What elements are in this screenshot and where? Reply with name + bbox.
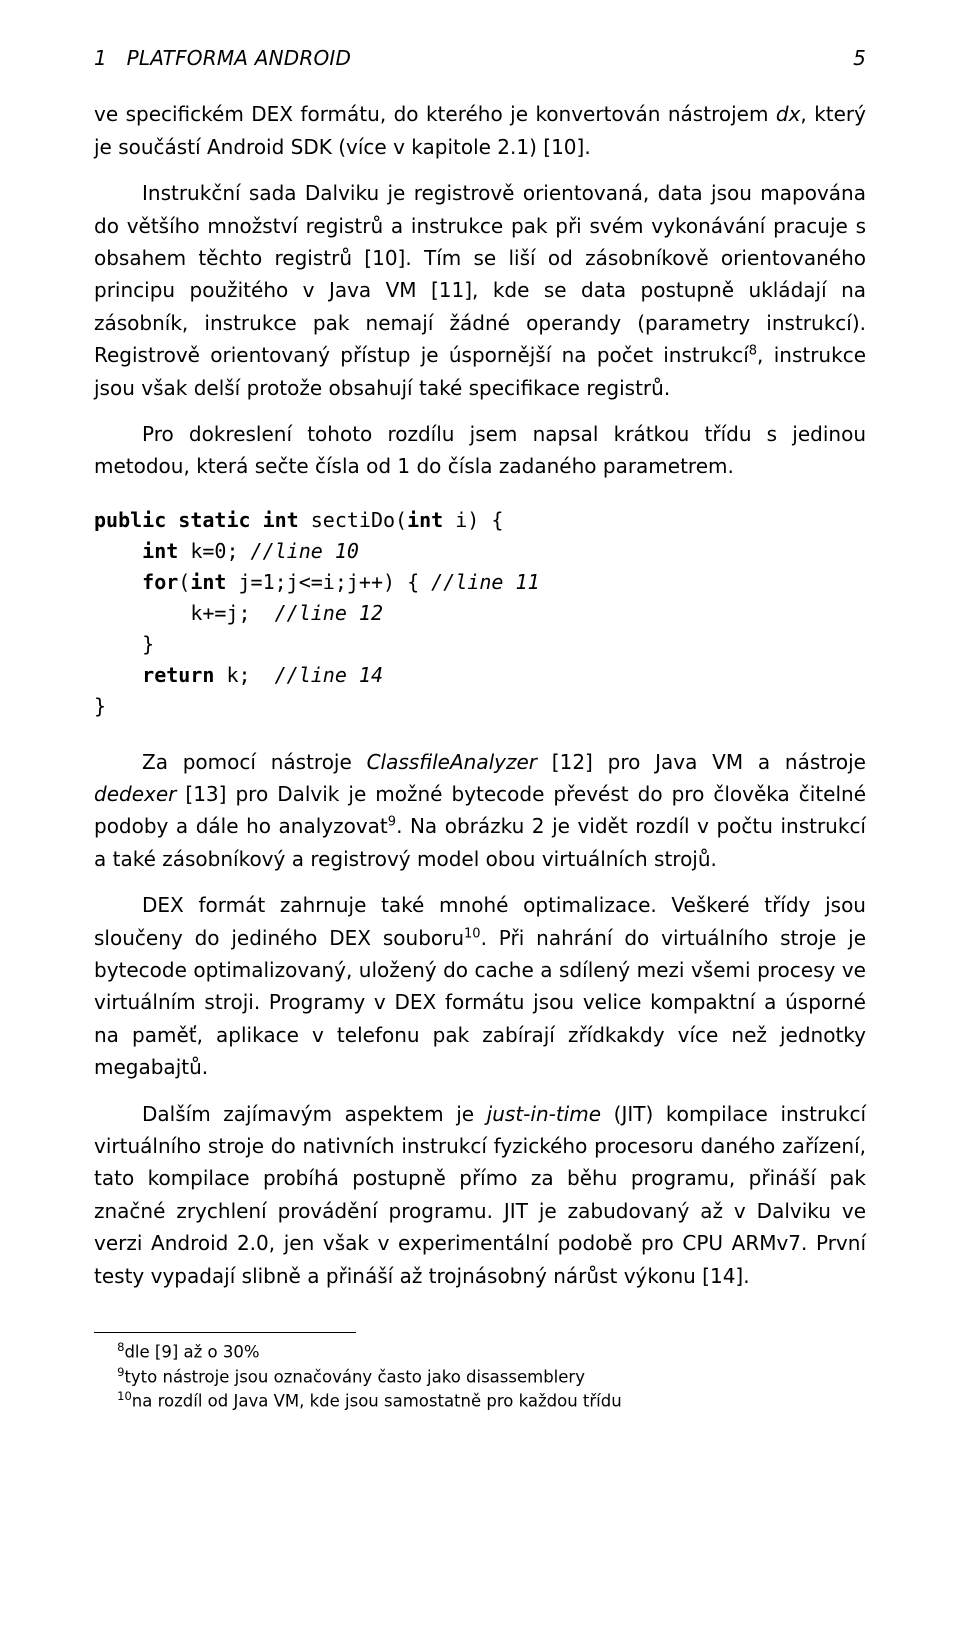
code-l7: } [94,694,106,718]
code-l3b: j=1;j<=i;j++) { [226,570,431,594]
footnote-8: 8dle [9] až o 30% [94,1339,866,1364]
paragraph-3: Za pomocí nástroje ClassfileAnalyzer [12… [94,746,866,876]
header-section-number: 1 [94,46,107,70]
paragraph-4: DEX formát zahrnuje také mnohé optimaliz… [94,889,866,1083]
header-page-number: 5 [853,42,866,74]
code-l6a: k; [214,663,274,687]
kw-int-1: int [263,508,299,532]
code-l2a: k=0; [178,539,250,563]
footnote-10-num: 10 [117,1389,132,1403]
code-listing: public static int sectiDo(int i) { int k… [94,505,866,722]
code-l5: } [94,632,154,656]
footnote-10: 10na rozdíl od Java VM, kde jsou samosta… [94,1388,866,1413]
running-header: 1 PLATFORMA ANDROID 5 [94,42,866,74]
footnote-8-text: dle [9] až o 30% [124,1342,259,1361]
kw-public: public [94,508,166,532]
kw-for: for [142,570,178,594]
footnote-ref-8: 8 [749,343,757,358]
code-l4-comment: //line 12 [275,601,383,625]
code-param: i) { [443,508,503,532]
footnote-ref-9: 9 [388,815,396,830]
paragraph-2: Pro dokreslení tohoto rozdílu jsem napsa… [94,418,866,483]
code-fn-name: sectiDo( [299,508,407,532]
p3-cfa: ClassfileAnalyzer [367,750,537,774]
kw-int-2: int [407,508,443,532]
p3-text-b: [12] pro Java VM a nástroje [537,750,866,774]
kw-int-3: int [142,539,178,563]
footnotes-block: 8dle [9] až o 30% 9tyto nástroje jsou oz… [94,1339,866,1413]
p3-dedexer: dedexer [94,782,176,806]
paragraph-0: ve specifickém DEX formátu, do kterého j… [94,98,866,163]
p0-dx: dx [776,102,801,126]
header-section: 1 PLATFORMA ANDROID [94,42,351,74]
kw-int-4: int [190,570,226,594]
footnote-10-text: na rozdíl od Java VM, kde jsou samostatn… [132,1392,622,1411]
paragraph-1: Instrukční sada Dalviku je registrově or… [94,177,866,404]
p5-text-b: (JIT) kompilace instrukcí virtuálního st… [94,1102,866,1288]
p3-text-a: Za pomocí nástroje [142,750,367,774]
footnote-divider [94,1332,356,1333]
code-l4a: k+=j; [94,601,275,625]
code-l3a: ( [178,570,190,594]
p0-text-a: ve specifickém DEX formátu, do kterého j… [94,102,776,126]
p1-text-a: Instrukční sada Dalviku je registrově or… [94,181,866,367]
p5-text-a: Dalším zajímavým aspektem je [142,1102,487,1126]
code-l3-comment: //line 11 [431,570,539,594]
code-l2-comment: //line 10 [251,539,359,563]
p5-jit: just-in-time [487,1102,601,1126]
header-section-title: PLATFORMA ANDROID [127,46,351,70]
kw-static: static [178,508,250,532]
footnote-ref-10: 10 [464,926,481,941]
code-l6-comment: //line 14 [275,663,383,687]
kw-return: return [142,663,214,687]
page-container: 1 PLATFORMA ANDROID 5 ve specifickém DEX… [0,0,960,1648]
footnote-9-text: tyto nástroje jsou označovány často jako… [124,1367,585,1386]
paragraph-5: Dalším zajímavým aspektem je just-in-tim… [94,1098,866,1292]
footnote-9: 9tyto nástroje jsou označovány často jak… [94,1364,866,1389]
